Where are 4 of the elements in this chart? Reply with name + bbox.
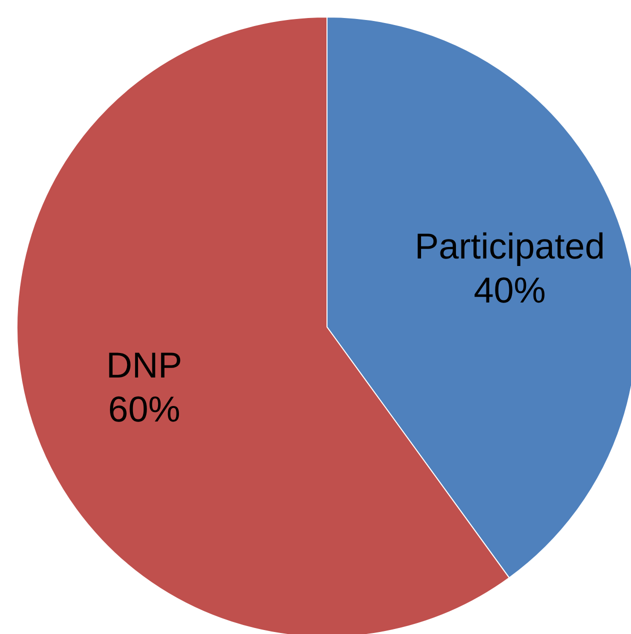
data-label: 40%	[474, 269, 546, 310]
slice-label: Participated	[414, 225, 605, 266]
data-label: 60%	[108, 388, 180, 429]
slice-label: DNP	[106, 344, 182, 385]
